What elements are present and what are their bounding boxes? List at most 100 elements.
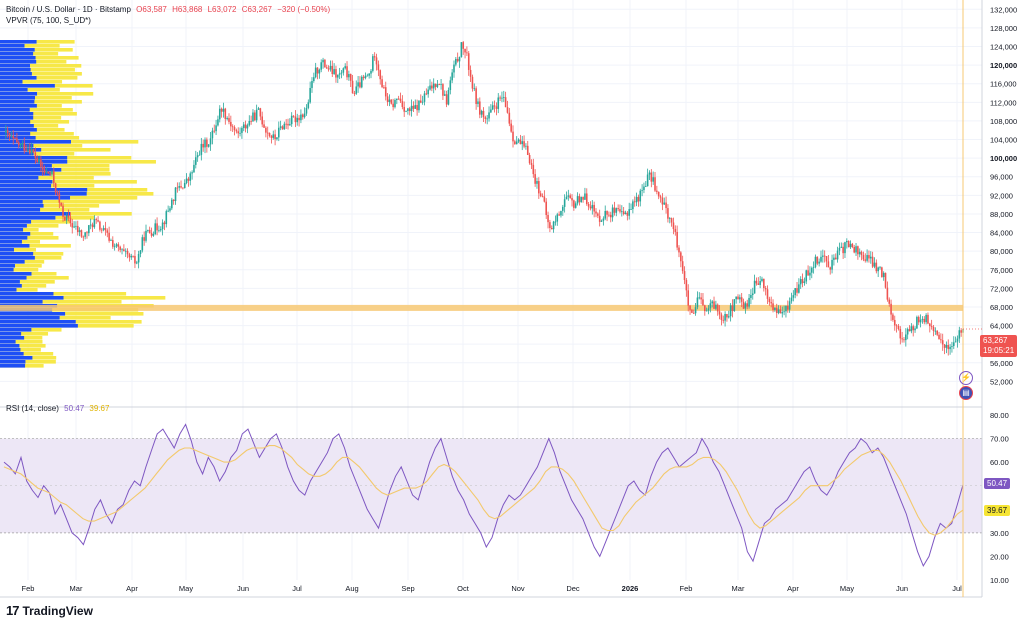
candle-body [436, 84, 439, 87]
candle-body [41, 166, 44, 170]
candle-body [882, 272, 885, 278]
candle-body [290, 115, 293, 125]
candle-body [576, 196, 579, 204]
candle-body [460, 42, 463, 57]
candle-body [681, 261, 684, 272]
vp-bar-up [0, 176, 39, 180]
candle-body [277, 127, 280, 138]
price-tick-label: 112,000 [990, 98, 1017, 107]
candle-body [443, 94, 446, 96]
candle-body [901, 338, 903, 340]
candle-body [93, 219, 96, 228]
candle-body [281, 126, 284, 130]
candle-body [202, 143, 204, 148]
poc-band [0, 304, 963, 311]
candle-body [429, 85, 431, 90]
candle-body [289, 124, 291, 126]
candle-body [875, 262, 878, 272]
candle-body [235, 130, 238, 132]
candle-body [493, 105, 496, 107]
candle-body [307, 102, 310, 108]
candle-body [799, 279, 802, 285]
candle-body [613, 207, 616, 213]
candle-body [254, 112, 256, 121]
candle-body [100, 229, 103, 231]
vp-bar-up [0, 264, 16, 268]
candle-body [759, 281, 761, 285]
candle-body [327, 68, 330, 70]
candle-body [32, 149, 35, 153]
candle-body [956, 338, 959, 342]
candle-body [934, 330, 937, 332]
candle-body [233, 127, 236, 131]
vp-bar-down [0, 352, 54, 356]
rsi-lines [3, 423, 964, 568]
rsi-header[interactable]: RSI (14, close) 50.47 39.67 [6, 404, 109, 413]
candle-body [569, 195, 571, 199]
flag-icon[interactable]: ▤ [959, 386, 973, 400]
candle-body [764, 288, 767, 290]
candle-body [598, 215, 601, 222]
candle-body [696, 297, 699, 308]
lightning-icon[interactable]: ⚡ [959, 371, 973, 385]
candle-body [76, 225, 79, 233]
candle-body [499, 97, 501, 99]
price-tick-label: 108,000 [990, 117, 1017, 126]
vp-bar-up [0, 352, 24, 356]
candle-body [117, 244, 120, 247]
candle-body [727, 316, 730, 318]
vpvr-header[interactable]: VPVR (75, 100, S_UD*) [6, 16, 91, 25]
tradingview-logo[interactable]: 17 TradingView [6, 603, 93, 618]
candle-body [892, 314, 894, 320]
candle-body [589, 206, 592, 209]
candle-body [313, 77, 315, 82]
rsi-line [3, 423, 964, 568]
candle-body [809, 272, 811, 276]
candle-body [5, 130, 7, 133]
time-tick-label: Jun [237, 584, 249, 593]
candle-body [145, 230, 147, 241]
candle-body [272, 134, 275, 138]
candle-body [823, 255, 826, 257]
candle-body [40, 159, 42, 167]
vp-bar-up [0, 64, 31, 68]
candle-body [910, 326, 913, 332]
candle-body [947, 344, 950, 350]
candle-body [860, 251, 863, 256]
vp-bar-down [0, 136, 80, 140]
vp-bar-up [0, 260, 25, 264]
candle-body [836, 250, 839, 260]
vp-bar-up [0, 164, 52, 168]
candle-body [408, 108, 411, 112]
vp-bar-up [0, 132, 31, 136]
candle-body [770, 302, 772, 304]
price-tick-label: 100,000 [990, 154, 1017, 163]
candle-body [62, 205, 64, 217]
candle-body [139, 250, 142, 254]
candle-body [416, 105, 418, 111]
candle-body [611, 207, 614, 218]
candle-body [362, 76, 365, 79]
candle-body [21, 143, 24, 145]
vp-bar-up [0, 56, 36, 60]
candle-body [423, 93, 426, 102]
candle-body [115, 244, 118, 247]
candle-body [864, 259, 867, 261]
candle-body [231, 126, 234, 128]
symbol-header[interactable]: Bitcoin / U.S. Dollar · 1D · Bitstamp O6… [6, 5, 330, 14]
candle-body [276, 137, 278, 140]
candle-body [619, 209, 621, 212]
vp-bar-down [0, 164, 110, 168]
candle-body [477, 101, 479, 104]
rsi-ma-value-badge: 39.67 [984, 505, 1011, 516]
vp-bar-down [0, 360, 56, 364]
candle-body [141, 237, 144, 251]
candle-body [196, 155, 199, 158]
candle-body [36, 158, 38, 162]
candle-body [643, 186, 645, 191]
candle-body [943, 344, 946, 348]
vp-bar-up [0, 336, 25, 340]
candle-body [397, 98, 400, 100]
candle-body [333, 69, 335, 75]
